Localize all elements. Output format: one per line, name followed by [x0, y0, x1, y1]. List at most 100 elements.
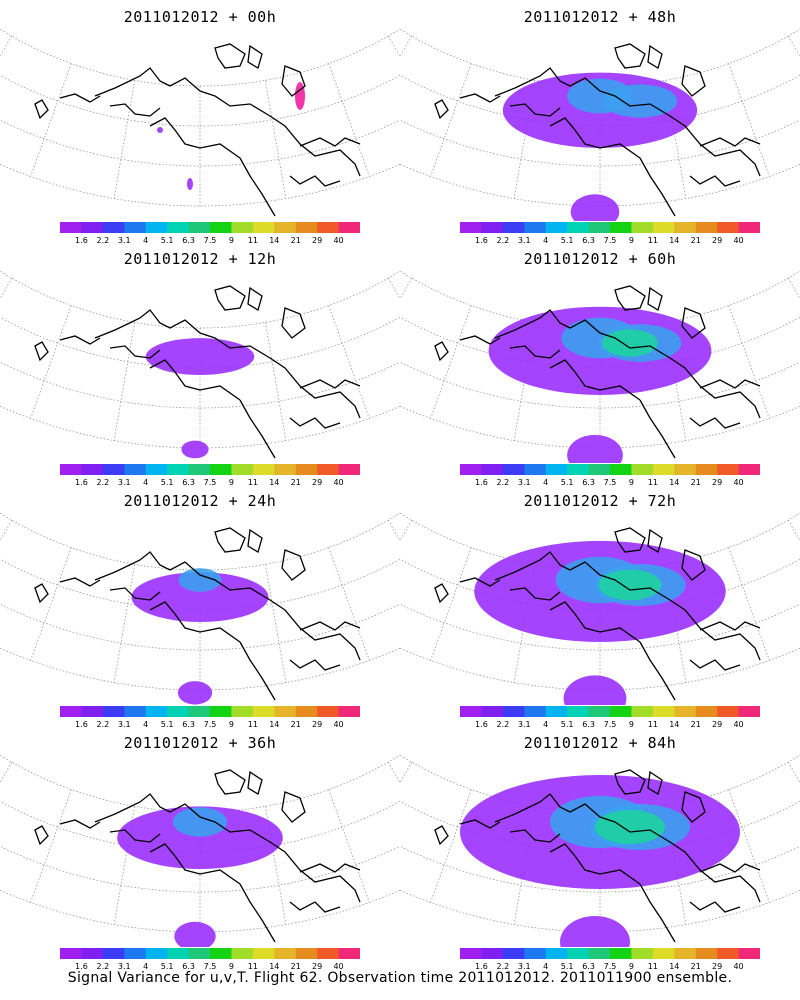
colorbar-swatch — [695, 222, 718, 233]
colorbar-swatch — [738, 948, 760, 959]
coastline — [289, 901, 341, 913]
coastline — [434, 341, 449, 362]
map — [0, 270, 400, 459]
colorbar-swatch — [502, 464, 525, 475]
coastline — [109, 345, 161, 359]
coastline — [239, 157, 276, 217]
colorbar-swatch — [738, 464, 760, 475]
forecast-panel: 2011012012 + 12h 1.6 2.2 3.1 4 5.1 6.3 7.5 9 11 14… — [0, 242, 400, 487]
colorbar-label: 6.3 — [582, 478, 595, 487]
map — [0, 28, 400, 217]
variance-region — [131, 572, 269, 622]
meridian-line — [30, 789, 72, 903]
colorbar-label: 40 — [333, 720, 344, 729]
coastline — [214, 285, 246, 311]
latitude-line — [0, 800, 400, 853]
colorbar-label: 3.1 — [117, 478, 131, 487]
colorbar-label: 21 — [290, 720, 301, 729]
colorbar-label: 9 — [228, 720, 234, 729]
colorbar-label: 14 — [269, 478, 280, 487]
coastline — [549, 843, 641, 885]
coastline — [494, 793, 761, 903]
colorbar-swatch — [145, 948, 168, 959]
colorbar-swatch — [295, 706, 318, 717]
coastline — [149, 601, 241, 643]
coastline — [149, 117, 241, 159]
coastline — [239, 641, 276, 701]
forecast-panel: 2011012012 + 36h 1.6 2.2 3.1 4 5.1 6.3 7.5 9 11 14… — [0, 726, 400, 971]
colorbar — [60, 706, 360, 717]
colorbar-label: 11 — [247, 478, 258, 487]
colorbar-label: 11 — [247, 236, 258, 245]
colorbar-swatch — [167, 706, 190, 717]
meridian-line — [430, 305, 472, 419]
meridian-line — [328, 789, 370, 903]
forecast-panel: 2011012012 + 48h 1.6 2.2 3.1 4 5.1 6.3 7.5 9 11 14… — [400, 0, 800, 245]
variance-region — [117, 806, 283, 869]
colorbar-swatch — [502, 222, 525, 233]
coastline — [681, 307, 706, 339]
coastline — [34, 341, 49, 362]
colorbar-swatch — [545, 706, 568, 717]
colorbar-swatch — [274, 706, 297, 717]
coastline — [149, 843, 241, 885]
colorbar-label: 5.1 — [560, 962, 574, 971]
coastline — [109, 103, 161, 117]
colorbar-label: 29 — [712, 236, 723, 245]
colorbar-label: 4 — [543, 478, 549, 487]
colorbar-swatch — [631, 222, 654, 233]
colorbar-label: 9 — [628, 236, 634, 245]
colorbar-swatch — [188, 948, 211, 959]
colorbar-label: 4 — [543, 962, 549, 971]
latitude-line — [400, 800, 800, 853]
coastline — [639, 641, 676, 701]
colorbar-label: 21 — [690, 720, 701, 729]
meridian-line — [387, 277, 400, 300]
colorbar-swatch — [631, 706, 654, 717]
panel-title: 2011012012 + 12h — [123, 250, 277, 268]
variance-region — [181, 440, 209, 459]
forecast-panel: 2011012012 + 72h 1.6 2.2 3.1 4 5.1 6.3 7.5 9 11 14… — [400, 484, 800, 729]
colorbar-label: 21 — [690, 236, 701, 245]
coastline — [299, 137, 361, 147]
colorbar-label: 1.6 — [475, 962, 488, 971]
colorbar-swatch — [652, 948, 675, 959]
colorbar-swatch — [338, 948, 360, 959]
meridian-line — [430, 547, 472, 661]
colorbar-labels: 1.6 2.2 3.1 4 5.1 6.3 7.5 9 11 14 21 29 40 — [50, 478, 370, 488]
variance-region — [177, 681, 213, 705]
colorbar-label: 3.1 — [517, 478, 531, 487]
colorbar-swatch — [124, 222, 147, 233]
colorbar-swatch — [231, 948, 254, 959]
meridian-line — [264, 322, 287, 441]
coastline — [494, 67, 761, 177]
colorbar-label: 40 — [733, 720, 744, 729]
colorbar-label: 11 — [647, 720, 658, 729]
coastline — [247, 770, 263, 795]
colorbar-label: 3.1 — [517, 962, 531, 971]
meridian-line — [0, 277, 13, 300]
colorbar-label: 4 — [143, 478, 149, 487]
colorbar — [60, 222, 360, 233]
colorbar-swatch — [567, 222, 590, 233]
colorbar-label: 29 — [312, 720, 323, 729]
coastline — [699, 863, 761, 873]
colorbar-label: 7.5 — [203, 478, 217, 487]
colorbar-label: 11 — [647, 236, 658, 245]
meridian-line — [264, 806, 287, 925]
colorbar-labels: 1.6 2.2 3.1 4 5.1 6.3 7.5 9 11 14 21 29 40 — [450, 962, 770, 972]
meridian-line — [0, 519, 13, 542]
colorbar-label: 1.6 — [75, 478, 88, 487]
coastline — [214, 527, 246, 553]
coastline — [509, 345, 561, 359]
colorbar-swatch — [502, 706, 525, 717]
meridian-line — [787, 35, 800, 58]
colorbar-swatch — [167, 464, 190, 475]
colorbar — [460, 464, 760, 475]
colorbar-swatch — [695, 706, 718, 717]
coastline — [647, 44, 663, 69]
colorbar-swatch — [145, 464, 168, 475]
colorbar-label: 4 — [143, 962, 149, 971]
colorbar-label: 6.3 — [582, 720, 595, 729]
colorbar-swatch — [60, 706, 82, 717]
